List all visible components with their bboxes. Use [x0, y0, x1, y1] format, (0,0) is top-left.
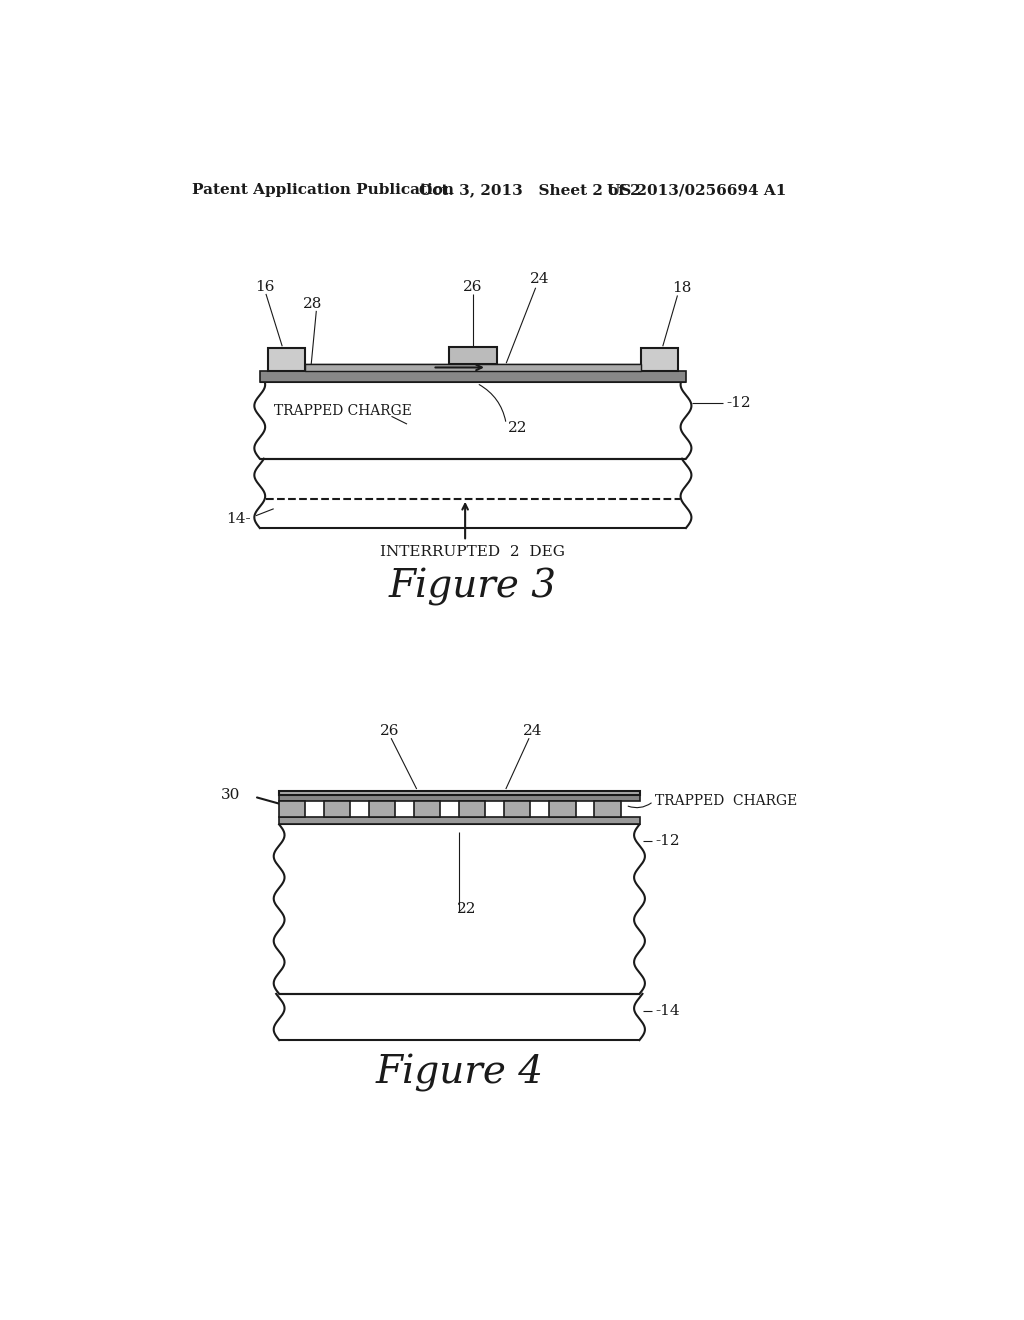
- Bar: [415, 801, 440, 817]
- Bar: [595, 801, 621, 817]
- Text: 24: 24: [529, 272, 549, 286]
- Text: 22: 22: [458, 902, 477, 916]
- Text: -12: -12: [655, 834, 680, 849]
- Text: INTERRUPTED  2  DEG: INTERRUPTED 2 DEG: [380, 545, 565, 558]
- Bar: [280, 801, 305, 817]
- Text: 22: 22: [508, 421, 527, 434]
- Text: -12: -12: [726, 396, 751, 411]
- Text: 24: 24: [523, 725, 543, 738]
- Bar: [325, 801, 350, 817]
- Text: TRAPPED CHARGE: TRAPPED CHARGE: [273, 404, 412, 418]
- Bar: [260, 371, 686, 381]
- Text: Patent Application Publication: Patent Application Publication: [191, 183, 454, 197]
- Text: 30: 30: [221, 788, 241, 803]
- Text: -14: -14: [655, 1003, 680, 1018]
- Bar: [305, 364, 641, 371]
- Text: Oct. 3, 2013   Sheet 2 of 2: Oct. 3, 2013 Sheet 2 of 2: [419, 183, 640, 197]
- Text: US 2013/0256694 A1: US 2013/0256694 A1: [607, 183, 786, 197]
- Text: 18: 18: [672, 281, 691, 296]
- Bar: [505, 801, 530, 817]
- Text: 14-: 14-: [226, 512, 251, 525]
- Bar: [280, 795, 640, 801]
- Bar: [267, 348, 305, 371]
- Text: 16: 16: [255, 280, 274, 294]
- Text: Figure 4: Figure 4: [376, 1053, 544, 1092]
- Text: 28: 28: [303, 297, 323, 312]
- Text: Figure 3: Figure 3: [389, 568, 557, 606]
- Bar: [460, 801, 485, 817]
- Bar: [641, 348, 678, 371]
- Bar: [550, 801, 575, 817]
- Text: 26: 26: [380, 725, 399, 738]
- Bar: [449, 347, 497, 364]
- Text: 26: 26: [463, 280, 482, 294]
- Bar: [280, 791, 640, 795]
- Text: TRAPPED  CHARGE: TRAPPED CHARGE: [655, 795, 798, 808]
- Bar: [370, 801, 395, 817]
- Bar: [280, 817, 640, 825]
